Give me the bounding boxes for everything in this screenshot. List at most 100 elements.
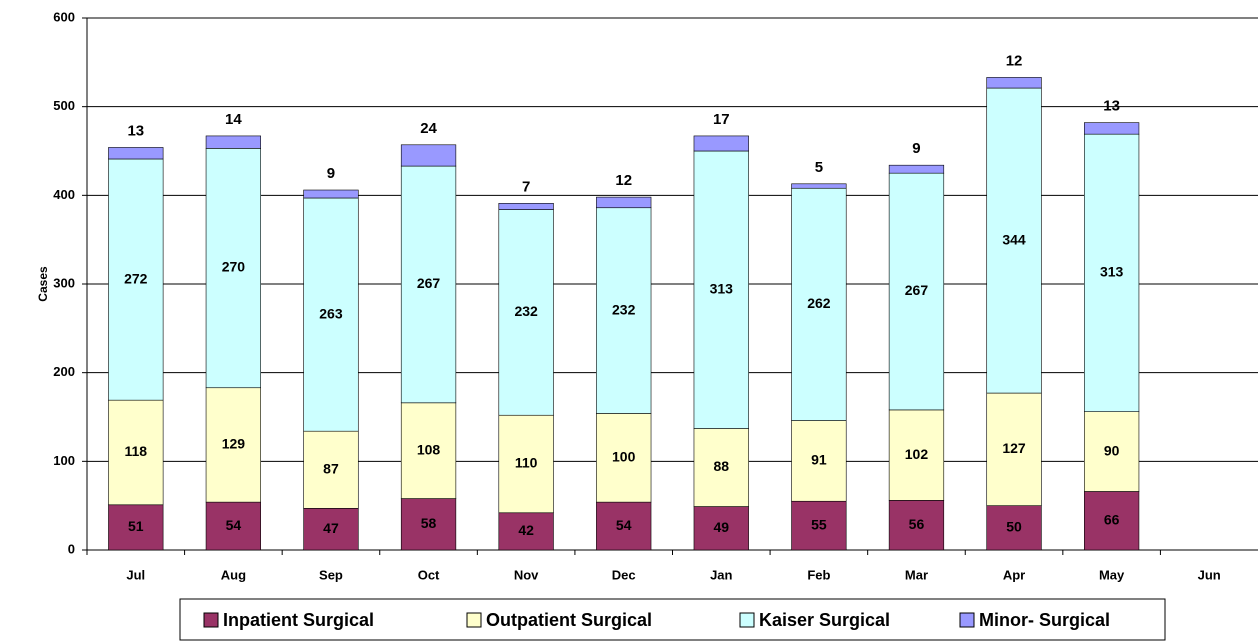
data-label: 13 xyxy=(127,122,144,139)
x-tick-label: Aug xyxy=(221,567,246,582)
bar-segment xyxy=(693,506,749,551)
y-axis-label: Cases xyxy=(36,266,50,302)
data-label: 270 xyxy=(222,259,246,275)
data-label: 12 xyxy=(615,172,632,189)
bar-segment xyxy=(303,430,359,509)
data-label: 88 xyxy=(714,458,730,474)
data-label: 344 xyxy=(1002,231,1026,247)
bar-segment xyxy=(1084,491,1140,551)
y-tick-label: 200 xyxy=(53,364,75,379)
bar-segment xyxy=(498,209,554,416)
data-label: 272 xyxy=(124,270,148,286)
bar-segment xyxy=(205,501,261,551)
bar-segment xyxy=(693,428,749,507)
bar-segment xyxy=(693,135,749,152)
legend-swatch xyxy=(959,612,975,628)
data-label: 313 xyxy=(710,280,734,296)
data-label: 110 xyxy=(515,455,538,471)
data-label: 87 xyxy=(323,460,339,476)
data-label: 66 xyxy=(1104,511,1120,527)
bar-segment xyxy=(888,172,945,411)
bar-segment xyxy=(791,420,847,502)
y-tick-label: 500 xyxy=(53,98,75,113)
bar-segment xyxy=(1084,133,1140,412)
bar-segment xyxy=(303,508,359,551)
bar-segment xyxy=(888,500,945,551)
data-label: 49 xyxy=(714,519,730,535)
data-label: 313 xyxy=(1100,264,1124,280)
y-tick-label: 0 xyxy=(68,541,75,556)
data-label: 5 xyxy=(815,159,823,176)
data-label: 13 xyxy=(1103,98,1120,115)
x-tick-label: Feb xyxy=(807,567,830,582)
bar-segment xyxy=(791,187,847,421)
legend-label: Inpatient Surgical xyxy=(223,610,374,630)
data-label: 263 xyxy=(319,305,343,321)
data-label: 14 xyxy=(225,111,242,128)
bar-segment xyxy=(303,189,359,199)
data-label: 51 xyxy=(128,518,144,534)
x-tick-label: Jan xyxy=(710,567,732,582)
data-label: 55 xyxy=(811,516,827,532)
bar-segment xyxy=(205,387,261,503)
data-label: 9 xyxy=(912,140,920,157)
bar-segment xyxy=(498,414,554,514)
bar-segment xyxy=(108,504,164,551)
data-label: 232 xyxy=(612,301,636,317)
y-tick-label: 600 xyxy=(53,9,75,24)
bar-segment xyxy=(108,158,164,401)
bar-segment xyxy=(205,148,261,389)
data-label: 262 xyxy=(807,295,831,311)
bar-segment xyxy=(596,207,652,414)
data-label: 90 xyxy=(1104,442,1120,458)
data-label: 56 xyxy=(909,516,925,532)
x-tick-label: Nov xyxy=(514,567,539,582)
data-label: 50 xyxy=(1006,519,1022,535)
data-label: 118 xyxy=(124,443,147,459)
y-tick-label: 400 xyxy=(53,187,75,202)
y-tick-label: 100 xyxy=(53,453,75,468)
data-label: 7 xyxy=(522,178,530,195)
bar-segment xyxy=(498,512,554,551)
bar-segment xyxy=(400,402,457,499)
bar-segment xyxy=(693,150,749,429)
bar-segment xyxy=(1084,411,1140,492)
bar-segment xyxy=(400,498,457,551)
x-tick-label: Jul xyxy=(126,567,145,582)
data-label: 58 xyxy=(421,515,437,531)
x-tick-label: Dec xyxy=(612,567,636,582)
legend-swatch xyxy=(466,612,482,628)
data-label: 24 xyxy=(420,120,437,137)
data-label: 12 xyxy=(1006,52,1023,69)
data-label: 17 xyxy=(713,111,730,128)
x-tick-label: Mar xyxy=(905,567,928,582)
data-label: 129 xyxy=(222,436,246,452)
data-label: 9 xyxy=(327,165,335,182)
legend-swatch xyxy=(739,612,755,628)
bar-segment xyxy=(1084,122,1140,135)
data-label: 267 xyxy=(905,282,929,298)
bar-segment xyxy=(986,77,1042,89)
bar-segment xyxy=(303,197,359,432)
bar-segment xyxy=(986,505,1042,551)
bar-segment xyxy=(205,135,261,149)
bar-segment xyxy=(596,413,652,503)
bar-segment xyxy=(888,409,945,501)
bar-segment xyxy=(791,183,847,189)
legend-label: Kaiser Surgical xyxy=(759,610,890,630)
data-label: 54 xyxy=(616,517,632,533)
x-tick-label: Sep xyxy=(319,567,343,582)
x-tick-label: Jun xyxy=(1198,567,1221,582)
data-label: 42 xyxy=(518,522,534,538)
bar-segment xyxy=(400,144,457,167)
bar-segment xyxy=(986,392,1042,506)
bar-segment xyxy=(400,165,457,404)
bar-segment xyxy=(596,196,652,209)
legend-label: Outpatient Surgical xyxy=(486,610,652,630)
y-tick-label: 300 xyxy=(53,275,75,290)
data-label: 102 xyxy=(905,446,929,462)
bar-segment xyxy=(108,147,164,160)
x-tick-label: Oct xyxy=(418,567,440,582)
data-label: 47 xyxy=(323,520,339,536)
